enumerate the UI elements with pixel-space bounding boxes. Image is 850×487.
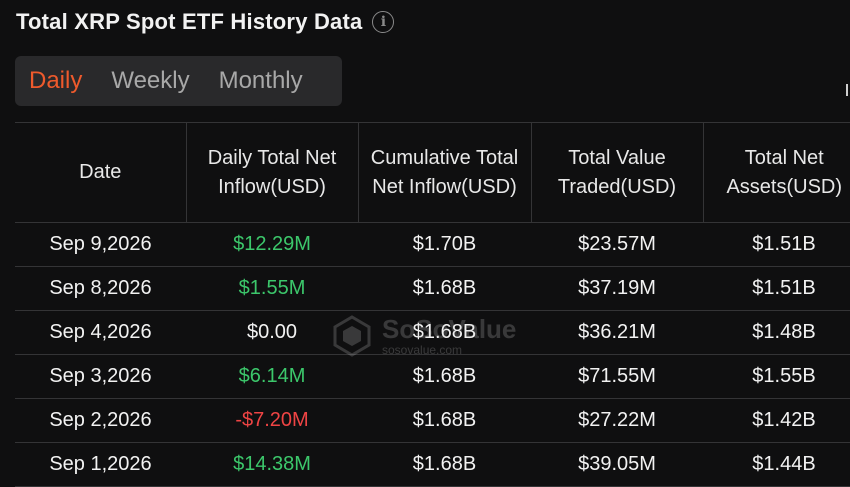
cell-cumulative: $1.70B [358, 222, 531, 267]
cell-traded: $23.57M [531, 222, 703, 267]
cell-assets: $1.51B [703, 222, 850, 267]
cell-daily-inflow: $6.14M [186, 354, 358, 399]
cell-assets: $1.51B [703, 266, 850, 311]
period-tabs: Daily Weekly Monthly [15, 56, 342, 106]
cell-traded: $27.22M [531, 398, 703, 443]
cell-cumulative: $1.68B [358, 310, 531, 355]
page-header: Total XRP Spot ETF History Data i [16, 4, 395, 40]
cell-daily-inflow: $12.29M [186, 222, 358, 267]
edge-marker [846, 84, 848, 96]
cell-traded: $39.05M [531, 442, 703, 487]
history-table: Date Daily Total Net Inflow(USD) Cumulat… [15, 122, 850, 487]
cell-assets: $1.55B [703, 354, 850, 399]
cell-date: Sep 8,2026 [15, 266, 186, 311]
table-row: Sep 4,2026 $0.00 $1.68B $36.21M $1.48B [15, 310, 850, 355]
cell-cumulative: $1.68B [358, 266, 531, 311]
cell-daily-inflow: -$7.20M [186, 398, 358, 443]
column-header-cumulative-inflow[interactable]: Cumulative Total Net Inflow(USD) [357, 122, 531, 223]
table-row: Sep 1,2026 $14.38M $1.68B $39.05M $1.44B [15, 442, 850, 487]
cell-assets: $1.44B [703, 442, 850, 487]
cell-date: Sep 9,2026 [15, 222, 186, 267]
cell-cumulative: $1.68B [358, 354, 531, 399]
table-row: Sep 3,2026 $6.14M $1.68B $71.55M $1.55B [15, 354, 850, 399]
cell-daily-inflow: $14.38M [186, 442, 358, 487]
column-header-date[interactable]: Date [15, 122, 186, 223]
cell-traded: $36.21M [531, 310, 703, 355]
history-table-container: Date Daily Total Net Inflow(USD) Cumulat… [15, 122, 850, 487]
cell-cumulative: $1.68B [358, 398, 531, 443]
table-row: Sep 9,2026 $12.29M $1.70B $23.57M $1.51B [15, 222, 850, 267]
cell-date: Sep 2,2026 [15, 398, 186, 443]
cell-date: Sep 1,2026 [15, 442, 186, 487]
cell-daily-inflow: $0.00 [186, 310, 358, 355]
cell-assets: $1.42B [703, 398, 850, 443]
cell-cumulative: $1.68B [358, 442, 531, 487]
column-header-net-assets[interactable]: Total Net Assets(USD) [702, 122, 850, 223]
column-header-daily-inflow[interactable]: Daily Total Net Inflow(USD) [185, 122, 358, 223]
table-header-row: Date Daily Total Net Inflow(USD) Cumulat… [15, 122, 850, 223]
cell-daily-inflow: $1.55M [186, 266, 358, 311]
tab-weekly[interactable]: Weekly [111, 67, 190, 94]
tab-daily[interactable]: Daily [29, 67, 83, 94]
tab-monthly[interactable]: Monthly [218, 67, 303, 94]
cell-date: Sep 4,2026 [15, 310, 186, 355]
cell-date: Sep 3,2026 [15, 354, 186, 399]
table-row: Sep 8,2026 $1.55M $1.68B $37.19M $1.51B [15, 266, 850, 311]
page-title: Total XRP Spot ETF History Data [16, 9, 363, 34]
info-icon[interactable]: i [372, 11, 395, 33]
cell-assets: $1.48B [703, 310, 850, 355]
cell-traded: $37.19M [531, 266, 703, 311]
cell-traded: $71.55M [531, 354, 703, 399]
column-header-value-traded[interactable]: Total Value Traded(USD) [530, 122, 703, 223]
table-row: Sep 2,2026 -$7.20M $1.68B $27.22M $1.42B [15, 398, 850, 443]
